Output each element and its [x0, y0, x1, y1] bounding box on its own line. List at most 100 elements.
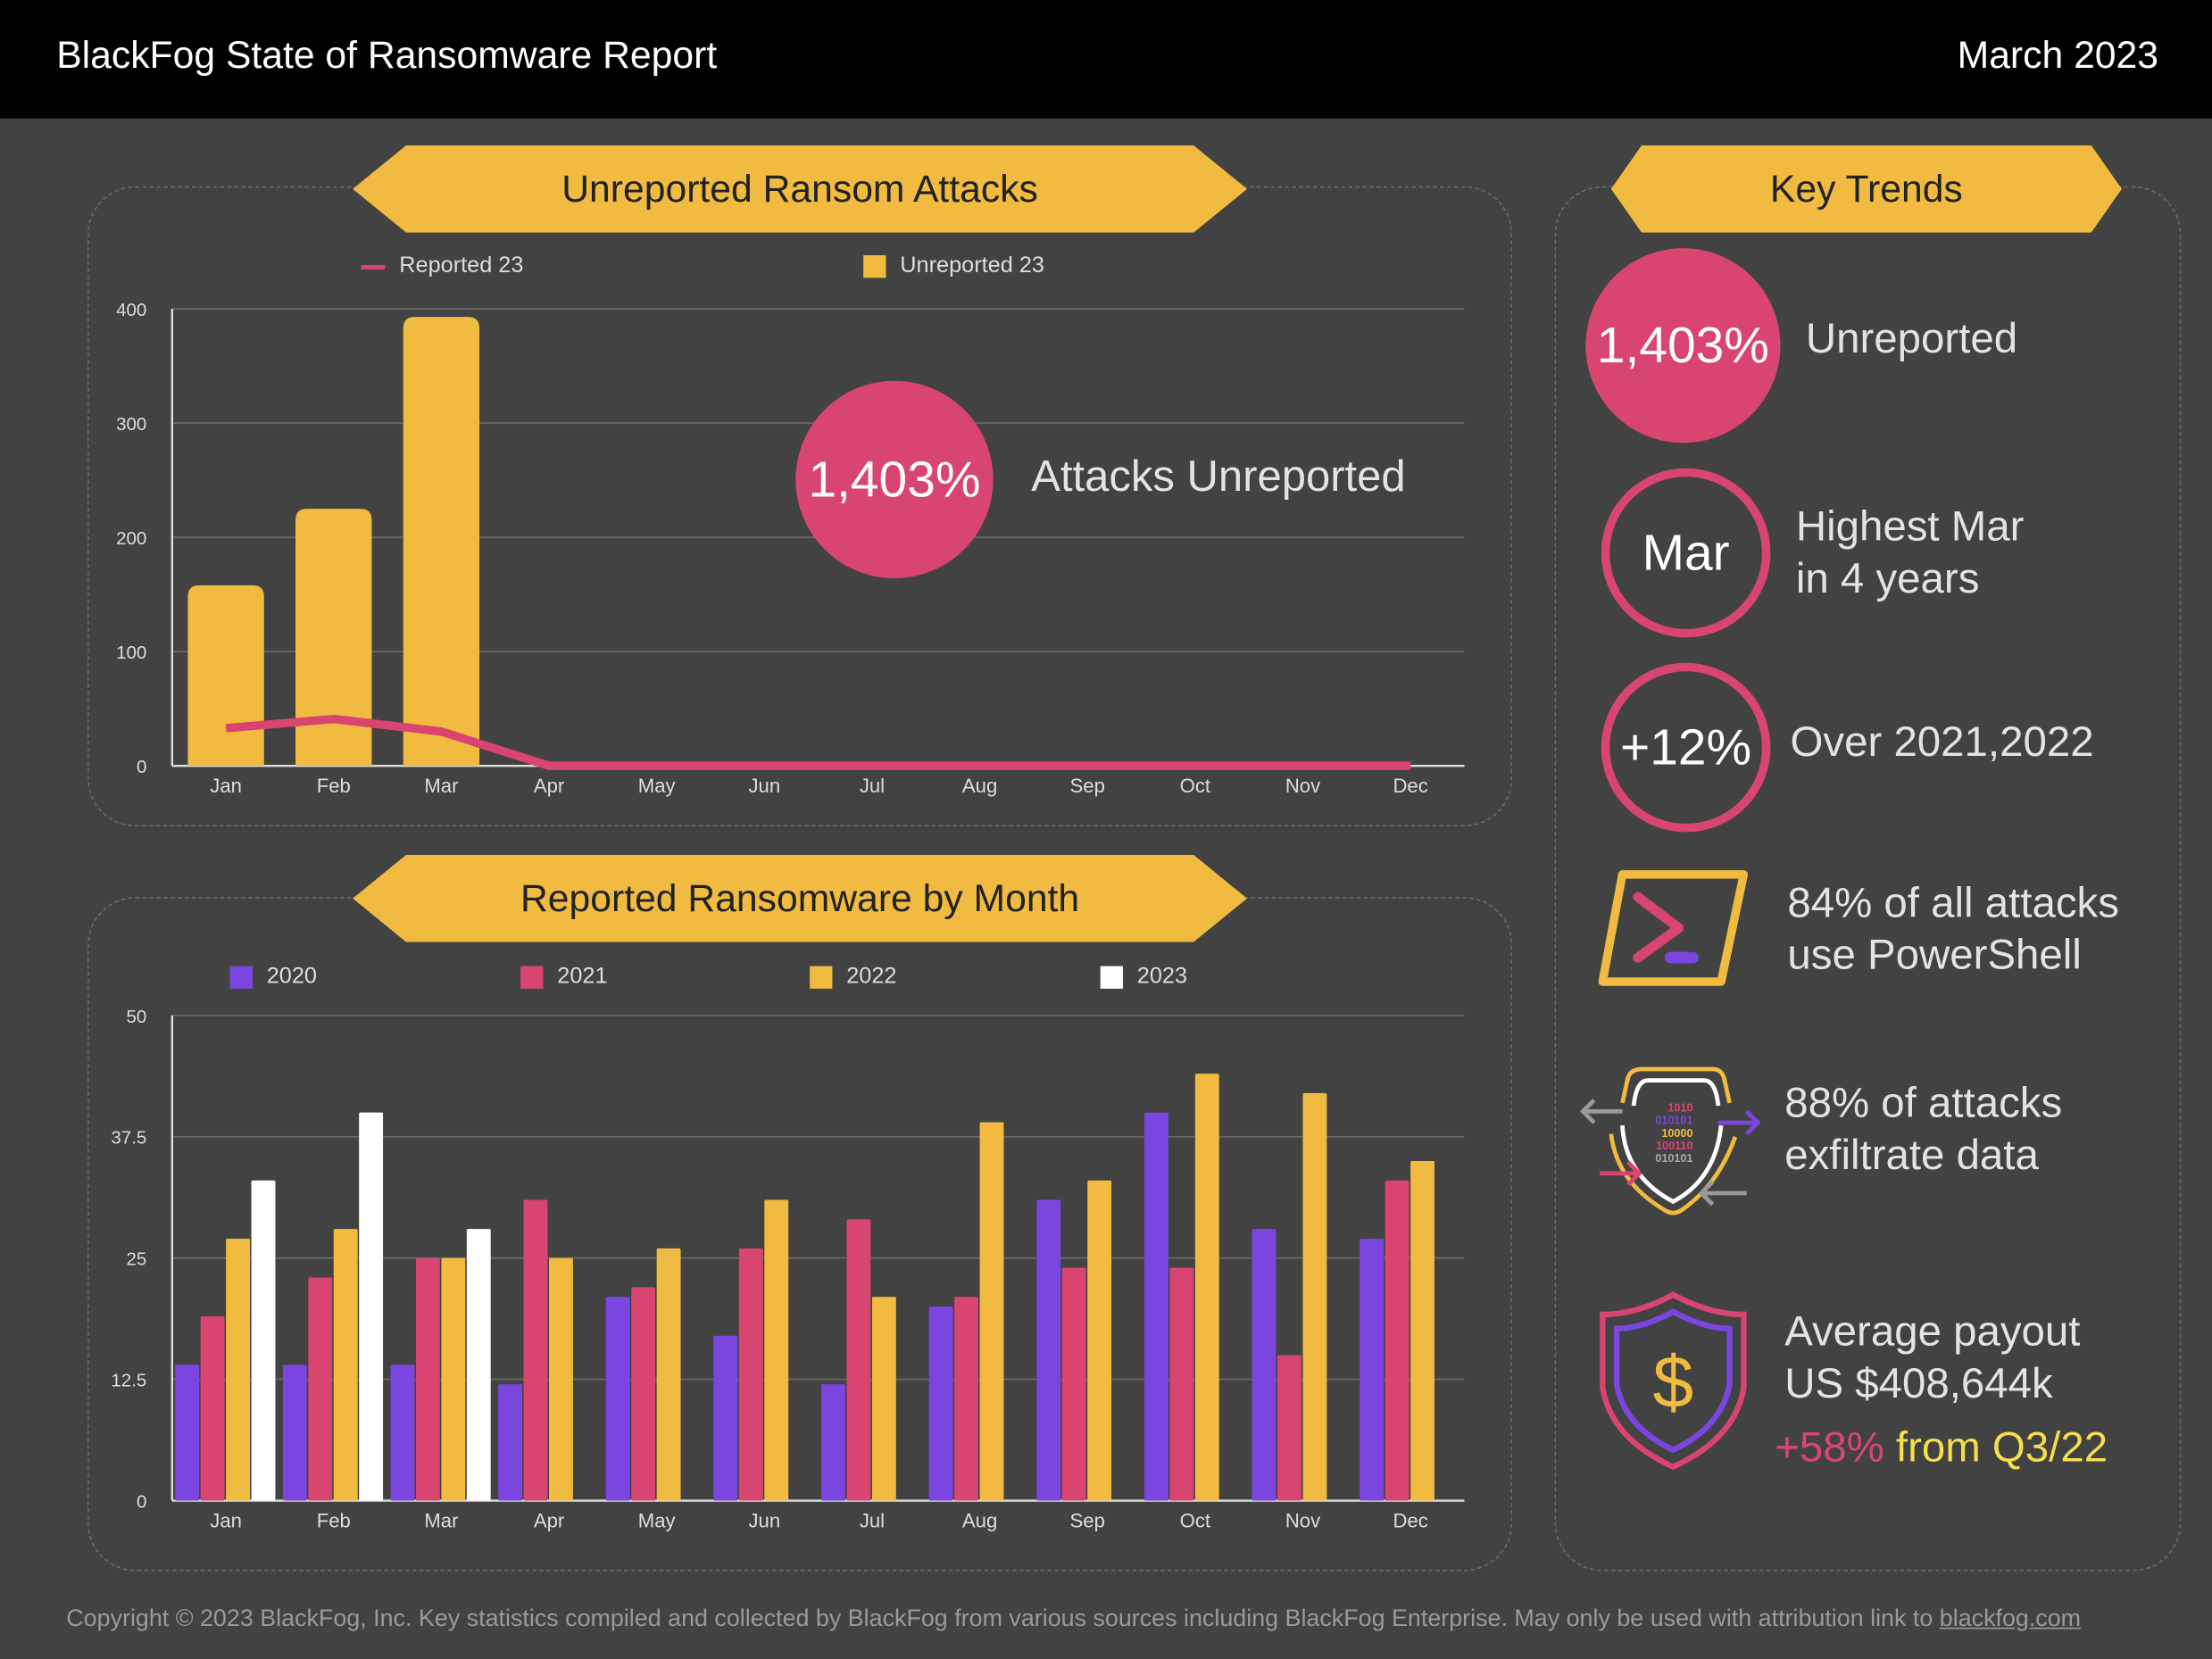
x-tick-label: Apr	[534, 1510, 564, 1532]
swatch	[810, 966, 833, 989]
x-tick-label: Dec	[1393, 1510, 1427, 1532]
bar-2020	[713, 1335, 738, 1501]
bar-2021	[631, 1287, 656, 1501]
bar-2022	[226, 1238, 250, 1501]
x-tick-label: Dec	[1393, 775, 1427, 797]
copyright-text: Copyright © 2023 BlackFog, Inc. Key stat…	[66, 1605, 1940, 1632]
x-tick-label: Jul	[860, 775, 885, 797]
payout-delta: +58% from Q3/22	[1775, 1422, 2108, 1473]
growth-trend-text: Over 2021,2022	[1790, 719, 2094, 767]
bar-2020	[1360, 1238, 1385, 1501]
x-tick-label: Jan	[210, 1510, 242, 1532]
bar-2022	[333, 1229, 358, 1501]
mar-trend-text-1: Highest Mar	[1795, 503, 2025, 551]
payout-delta-value: +58%	[1775, 1424, 1884, 1472]
swatch	[1100, 966, 1123, 989]
bar-2020	[1036, 1199, 1061, 1501]
bar-2020	[928, 1306, 953, 1501]
mar-trend-badge: Mar	[1601, 468, 1771, 638]
y-tick-label: 0	[137, 1491, 146, 1512]
bar-2020	[605, 1297, 630, 1501]
x-tick-label: Sep	[1070, 1510, 1105, 1532]
legend-2022: 2022	[810, 965, 896, 990]
unreported-trend-text: Unreported	[1805, 316, 2018, 363]
y-tick-label: 37.5	[111, 1128, 146, 1149]
footer: Copyright © 2023 BlackFog, Inc. Key stat…	[66, 1605, 2081, 1633]
bar-2021	[954, 1297, 979, 1501]
x-tick-label: Jun	[748, 1510, 780, 1532]
bar-2023	[251, 1180, 276, 1501]
y-tick-label: 12.5	[111, 1371, 146, 1391]
powershell-text-1: 84% of all attacks	[1787, 880, 2119, 927]
bar-2022	[656, 1248, 681, 1501]
y-tick-label: 0	[137, 757, 146, 777]
y-tick-label: 400	[116, 300, 146, 320]
binary-line: 10000	[1661, 1127, 1692, 1140]
binary-line: 100110	[1656, 1140, 1692, 1152]
bar-2021	[1061, 1267, 1086, 1501]
y-tick-label: 50	[127, 1007, 147, 1027]
x-tick-label: Mar	[424, 1510, 458, 1532]
legend-label: Unreported 23	[900, 253, 1044, 278]
y-tick-label: 100	[116, 643, 146, 663]
bar-2021	[1277, 1355, 1301, 1501]
unreported-chart-title: Unreported Ransom Attacks	[353, 145, 1248, 233]
legend-unreported: Unreported 23	[863, 253, 1044, 278]
x-tick-label: Jan	[210, 775, 242, 797]
bar-2022	[1302, 1092, 1327, 1501]
bar-2021	[846, 1219, 871, 1501]
x-tick-label: Jul	[860, 1510, 885, 1532]
growth-trend-badge: +12%	[1601, 662, 1771, 833]
bar-2021	[523, 1199, 548, 1501]
bar-unreported	[295, 509, 372, 767]
x-tick-label: Feb	[317, 1510, 351, 1532]
line-reported	[225, 714, 1411, 770]
legend-reported: Reported 23	[361, 253, 524, 278]
y-tick-label: 200	[116, 528, 146, 549]
bar-2022	[1194, 1074, 1219, 1501]
bar-2021	[415, 1257, 440, 1501]
bar-2020	[821, 1384, 845, 1501]
payout-text-1: Average payout	[1784, 1308, 2081, 1356]
swatch	[520, 966, 544, 989]
legend-2021: 2021	[520, 965, 608, 990]
bar-2021	[1169, 1267, 1194, 1501]
x-tick-label: Feb	[317, 775, 351, 797]
bar-2023	[359, 1112, 384, 1501]
y-tick-label: 300	[116, 414, 146, 435]
bar-2022	[1410, 1160, 1435, 1501]
reported-chart-title: Reported Ransomware by Month	[353, 854, 1248, 942]
bar-2020	[1252, 1229, 1276, 1501]
binary-line: 010101	[1655, 1152, 1692, 1165]
legend-label: Reported 23	[399, 253, 524, 278]
binary-line: 1010	[1667, 1101, 1692, 1114]
bar-2022	[549, 1257, 573, 1501]
report-date: March 2023	[1957, 33, 2159, 77]
swatch	[229, 966, 253, 989]
unreported-annotation-label: Attacks Unreported	[1031, 451, 1406, 502]
x-tick-label: Mar	[424, 775, 458, 797]
mar-trend-text-2: in 4 years	[1795, 555, 1980, 602]
legend-label: 2023	[1136, 964, 1188, 989]
dollar-symbol: $	[1653, 1342, 1694, 1423]
x-tick-label: Nov	[1285, 775, 1320, 797]
blackfog-link[interactable]: blackfog.com	[1939, 1605, 2082, 1632]
exfiltrate-text-1: 88% of attacks	[1784, 1080, 2063, 1127]
header-bar: BlackFog State of Ransomware Report Marc…	[0, 0, 2212, 119]
bar-2020	[390, 1365, 415, 1501]
bar-2023	[466, 1229, 491, 1501]
x-tick-label: Sep	[1070, 775, 1105, 797]
x-tick-label: Oct	[1180, 775, 1210, 797]
legend-label: 2020	[266, 964, 317, 989]
bar-2021	[308, 1277, 333, 1501]
y-tick-label: 25	[127, 1249, 147, 1270]
bar-2021	[738, 1248, 763, 1501]
x-tick-label: Nov	[1285, 1510, 1320, 1532]
key-trends-title: Key Trends	[1610, 145, 2122, 233]
x-tick-label: Aug	[962, 1510, 997, 1532]
bar-2020	[175, 1365, 200, 1501]
bar-2021	[1385, 1180, 1410, 1501]
x-tick-label: Aug	[962, 775, 997, 797]
